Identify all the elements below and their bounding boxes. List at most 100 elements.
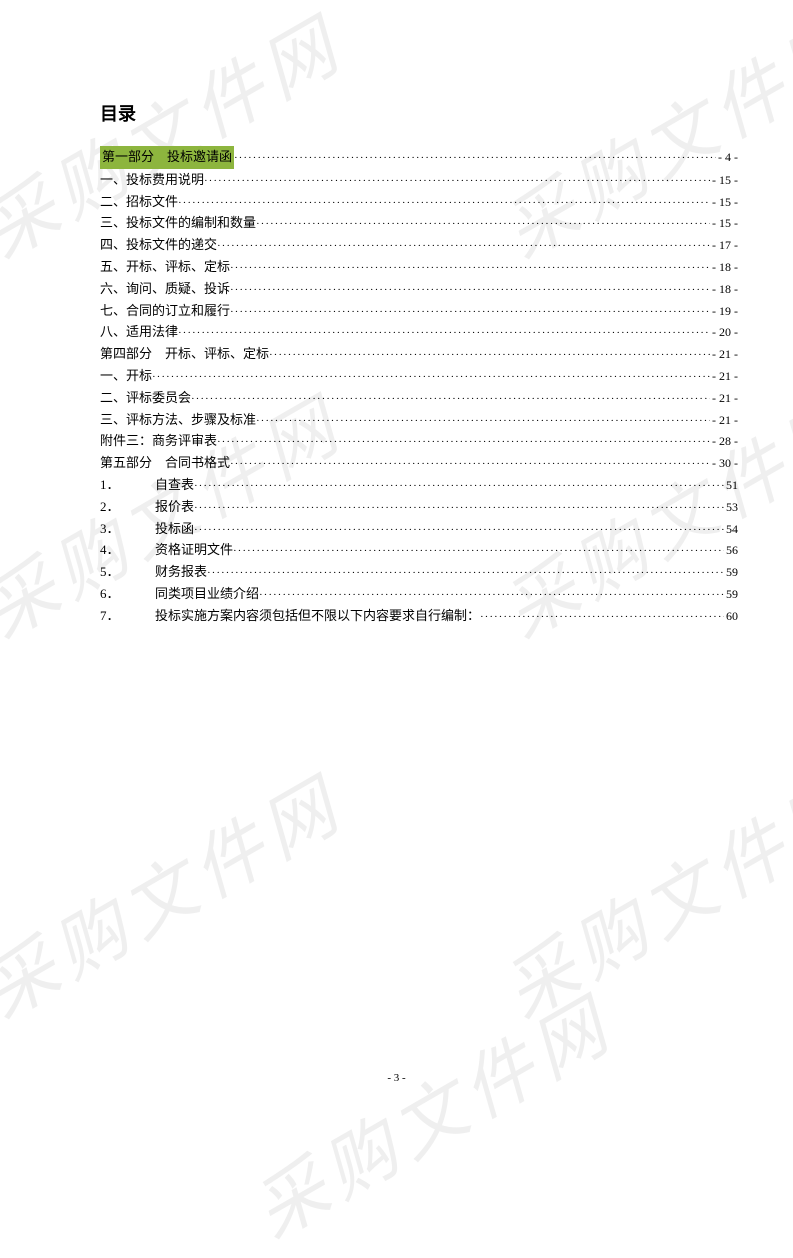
toc-leader: ········································…: [230, 304, 710, 322]
toc-label: 同类项目业绩介绍: [155, 584, 259, 605]
toc-number: 5．: [100, 562, 155, 583]
toc-entry: 一、开标····································…: [100, 366, 738, 387]
toc-page: 54: [724, 520, 738, 539]
watermark: 采购文件网: [481, 747, 793, 1038]
toc-label: 二、招标文件: [100, 192, 178, 213]
toc-leader: ········································…: [217, 434, 710, 452]
toc-label: 三、投标文件的编制和数量: [100, 213, 256, 234]
toc-leader: ········································…: [178, 195, 710, 213]
toc-leader: ········································…: [191, 391, 710, 409]
toc-leader: ········································…: [230, 260, 710, 278]
toc-page: 59: [724, 585, 738, 604]
toc-number: 7．: [100, 606, 155, 627]
toc-label: 财务报表: [155, 562, 207, 583]
watermark: 采购文件网: [0, 747, 359, 1038]
toc-label: 自查表: [155, 475, 194, 496]
toc-entry: 附件三：商务评审表·······························…: [100, 431, 738, 452]
toc-entry: 3．投标函···································…: [100, 519, 738, 540]
toc-page: - 21 -: [710, 389, 738, 408]
toc-label: 报价表: [155, 497, 194, 518]
toc-entry: 第一部分 投标邀请函······························…: [100, 146, 738, 169]
toc-leader: ········································…: [269, 347, 710, 365]
toc-page: - 30 -: [710, 454, 738, 473]
toc-entry: 八、适用法律··································…: [100, 322, 738, 343]
toc-label: 二、评标委员会: [100, 388, 191, 409]
toc-page: - 21 -: [710, 345, 738, 364]
toc-number: 6．: [100, 584, 155, 605]
toc-leader: ········································…: [480, 609, 724, 627]
toc-page: 59: [724, 563, 738, 582]
toc-leader: ········································…: [204, 173, 710, 191]
toc-label: 第一部分 投标邀请函: [100, 146, 234, 169]
toc-label: 资格证明文件: [155, 540, 233, 561]
toc-leader: ········································…: [178, 325, 710, 343]
toc-page: - 15 -: [710, 193, 738, 212]
toc-number: 3．: [100, 519, 155, 540]
toc-content: 目录 第一部分 投标邀请函···························…: [100, 100, 738, 628]
toc-page: 51: [724, 476, 738, 495]
toc-number: 4．: [100, 540, 155, 561]
watermark: 采购文件网: [231, 967, 630, 1258]
toc-entry: 6．同类项目业绩介绍······························…: [100, 584, 738, 605]
toc-page: - 18 -: [710, 280, 738, 299]
toc-page: 56: [724, 541, 738, 560]
toc-entry: 三、投标文件的编制和数量····························…: [100, 213, 738, 234]
toc-leader: ········································…: [230, 282, 710, 300]
toc-label: 六、询问、质疑、投诉: [100, 279, 230, 300]
toc-page: - 20 -: [710, 323, 738, 342]
toc-page: - 15 -: [710, 171, 738, 190]
toc-label: 投标实施方案内容须包括但不限以下内容要求自行编制：: [155, 606, 480, 627]
numbered-list: 1．自查表···································…: [100, 475, 738, 627]
toc-label: 一、投标费用说明: [100, 170, 204, 191]
toc-entry: 二、评标委员会·································…: [100, 388, 738, 409]
toc-label: 附件三：商务评审表: [100, 431, 217, 452]
toc-label: 八、适用法律: [100, 322, 178, 343]
toc-label: 第五部分 合同书格式: [100, 453, 230, 474]
toc-label: 一、开标: [100, 366, 152, 387]
toc-leader: ········································…: [207, 565, 724, 583]
toc-page: - 17 -: [710, 236, 738, 255]
toc-entry: 5．财务报表··································…: [100, 562, 738, 583]
toc-leader: ········································…: [233, 543, 724, 561]
toc-leader: ········································…: [234, 150, 716, 168]
toc-page: - 21 -: [710, 367, 738, 386]
toc-leader: ········································…: [217, 238, 710, 256]
toc-number: 2．: [100, 497, 155, 518]
toc-leader: ········································…: [230, 456, 710, 474]
page-number: - 3 -: [0, 1072, 793, 1084]
toc-leader: ········································…: [152, 369, 710, 387]
toc-entry: 1．自查表···································…: [100, 475, 738, 496]
toc-entry: 二、招标文件··································…: [100, 192, 738, 213]
toc-entry: 4．资格证明文件································…: [100, 540, 738, 561]
toc-entry: 三、评标方法、步骤及标准····························…: [100, 410, 738, 431]
toc-page: - 18 -: [710, 258, 738, 277]
toc-number: 1．: [100, 475, 155, 496]
toc-leader: ········································…: [256, 216, 710, 234]
toc-entry: 一、投标费用说明································…: [100, 170, 738, 191]
toc-list: 第一部分 投标邀请函······························…: [100, 146, 738, 474]
toc-label: 投标函: [155, 519, 194, 540]
toc-page: - 19 -: [710, 302, 738, 321]
toc-page: 60: [724, 607, 738, 626]
toc-entry: 七、合同的订立和履行······························…: [100, 301, 738, 322]
toc-leader: ········································…: [259, 587, 724, 605]
toc-entry: 五、开标、评标、定标······························…: [100, 257, 738, 278]
toc-leader: ········································…: [256, 413, 710, 431]
toc-leader: ········································…: [194, 478, 724, 496]
toc-entry: 四、投标文件的递交·······························…: [100, 235, 738, 256]
toc-entry: 2．报价表···································…: [100, 497, 738, 518]
toc-page: - 28 -: [710, 432, 738, 451]
toc-entry: 第五部分 合同书格式······························…: [100, 453, 738, 474]
toc-leader: ········································…: [194, 522, 724, 540]
toc-label: 第四部分 开标、评标、定标: [100, 344, 269, 365]
toc-label: 五、开标、评标、定标: [100, 257, 230, 278]
toc-page: - 4 -: [716, 148, 738, 167]
toc-page: - 21 -: [710, 411, 738, 430]
toc-entry: 第四部分 开标、评标、定标···························…: [100, 344, 738, 365]
toc-label: 七、合同的订立和履行: [100, 301, 230, 322]
page-title: 目录: [100, 100, 738, 126]
toc-entry: 7．投标实施方案内容须包括但不限以下内容要求自行编制：·············…: [100, 606, 738, 627]
toc-label: 四、投标文件的递交: [100, 235, 217, 256]
toc-page: 53: [724, 498, 738, 517]
toc-entry: 六、询问、质疑、投诉······························…: [100, 279, 738, 300]
